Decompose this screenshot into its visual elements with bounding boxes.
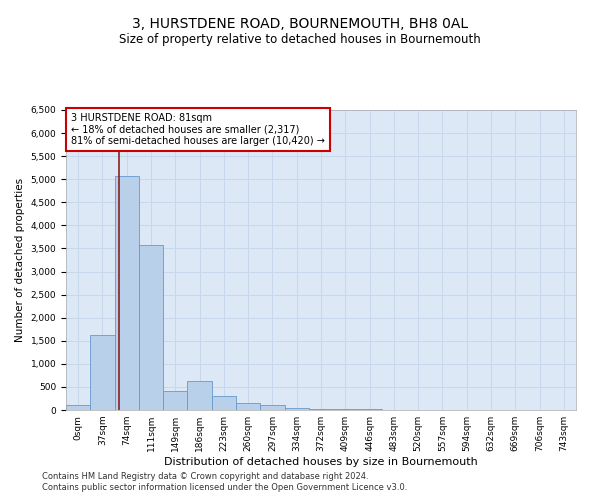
Text: Contains HM Land Registry data © Crown copyright and database right 2024.: Contains HM Land Registry data © Crown c… — [42, 472, 368, 481]
Bar — [187, 382, 212, 410]
Bar — [212, 396, 236, 410]
Bar — [90, 335, 115, 410]
Text: Contains public sector information licensed under the Open Government Licence v3: Contains public sector information licen… — [42, 484, 407, 492]
Bar — [309, 408, 333, 410]
Bar — [236, 403, 260, 410]
Bar — [66, 406, 90, 410]
Bar — [115, 176, 139, 410]
Y-axis label: Number of detached properties: Number of detached properties — [15, 178, 25, 342]
Bar — [163, 390, 187, 410]
Text: Size of property relative to detached houses in Bournemouth: Size of property relative to detached ho… — [119, 32, 481, 46]
Bar — [260, 406, 284, 410]
Text: 3, HURSTDENE ROAD, BOURNEMOUTH, BH8 0AL: 3, HURSTDENE ROAD, BOURNEMOUTH, BH8 0AL — [132, 18, 468, 32]
Bar — [333, 409, 358, 410]
Text: 3 HURSTDENE ROAD: 81sqm
← 18% of detached houses are smaller (2,317)
81% of semi: 3 HURSTDENE ROAD: 81sqm ← 18% of detache… — [71, 113, 325, 146]
X-axis label: Distribution of detached houses by size in Bournemouth: Distribution of detached houses by size … — [164, 457, 478, 467]
Bar — [284, 408, 309, 410]
Bar — [139, 245, 163, 410]
